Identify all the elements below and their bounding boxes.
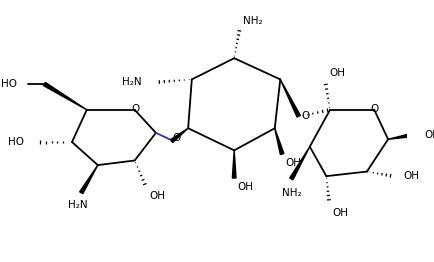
Polygon shape	[43, 83, 86, 110]
Text: HO: HO	[8, 137, 24, 147]
Text: OH: OH	[149, 190, 165, 200]
Text: OH: OH	[402, 171, 418, 181]
Text: H₂N: H₂N	[121, 77, 141, 87]
Text: OH: OH	[329, 68, 345, 78]
Polygon shape	[279, 79, 299, 117]
Text: O: O	[369, 104, 378, 114]
Polygon shape	[387, 133, 413, 139]
Polygon shape	[170, 128, 187, 143]
Text: OH: OH	[423, 130, 434, 140]
Text: HO: HO	[1, 79, 16, 89]
Text: O: O	[171, 133, 180, 143]
Text: H₂N: H₂N	[68, 200, 87, 210]
Text: NH₂: NH₂	[242, 16, 262, 26]
Text: OH: OH	[285, 158, 300, 168]
Text: O: O	[300, 111, 309, 121]
Polygon shape	[79, 165, 98, 194]
Text: NH₂: NH₂	[281, 188, 300, 198]
Polygon shape	[274, 128, 283, 155]
Polygon shape	[289, 147, 309, 180]
Text: OH: OH	[332, 208, 347, 218]
Text: OH: OH	[237, 182, 253, 192]
Polygon shape	[232, 150, 236, 178]
Text: O: O	[131, 104, 139, 114]
